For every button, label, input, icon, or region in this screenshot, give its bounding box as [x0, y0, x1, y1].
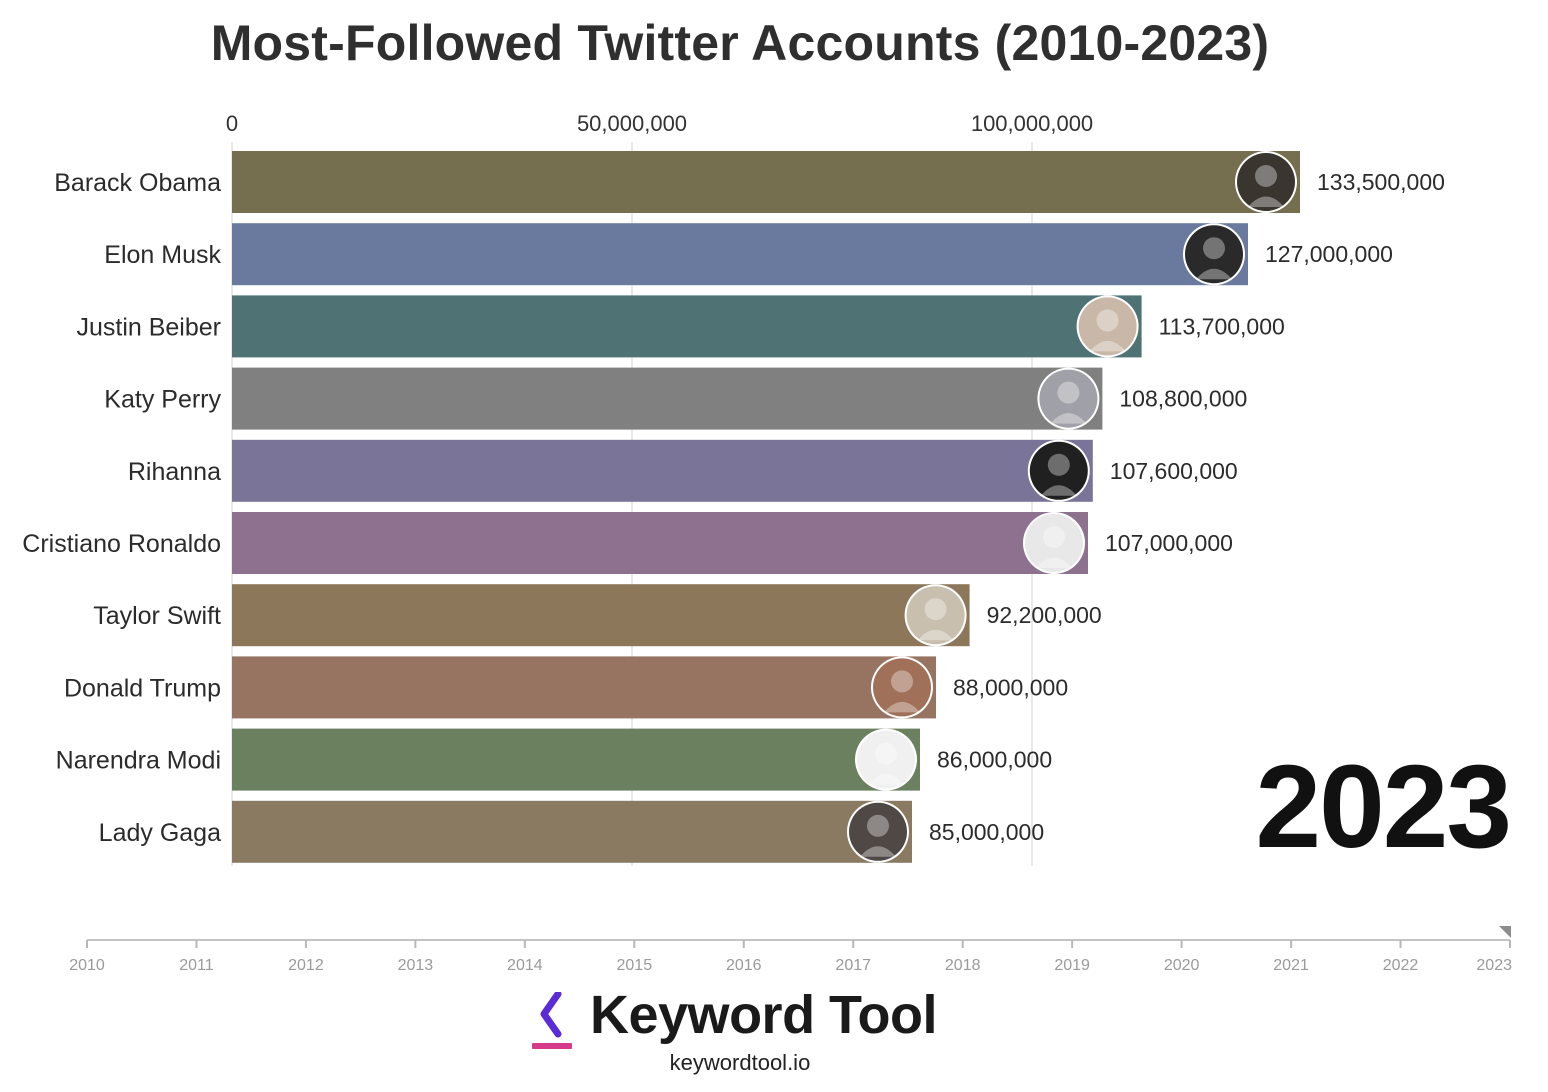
category-label: Donald Trump [64, 674, 221, 702]
bar-taylor-swift [232, 584, 970, 647]
timeline-year-label[interactable]: 2019 [1054, 957, 1090, 974]
bar-donald-trump [232, 656, 936, 719]
brand-name: Keyword Tool [590, 985, 938, 1045]
timeline-year-label[interactable]: 2022 [1383, 957, 1419, 974]
value-label: 113,700,000 [1159, 313, 1285, 339]
avatar-icon [1183, 223, 1245, 286]
category-label: Katy Perry [104, 386, 221, 414]
category-label: Lady Gaga [99, 819, 221, 847]
chart-title: Most-Followed Twitter Accounts (2010-202… [210, 15, 1270, 71]
keyword-tool-logo-icon [532, 992, 572, 1049]
category-label: Barack Obama [54, 169, 221, 197]
timeline-handle[interactable] [1499, 926, 1511, 938]
bar-rihanna [232, 439, 1093, 502]
value-label: 107,000,000 [1105, 530, 1233, 556]
value-label: 88,000,000 [953, 674, 1068, 700]
timeline-year-label[interactable]: 2013 [398, 957, 434, 974]
value-label: 107,600,000 [1110, 458, 1238, 484]
category-label: Narendra Modi [56, 747, 221, 775]
category-label: Elon Musk [104, 241, 221, 269]
avatar-icon [1037, 367, 1100, 430]
avatar-icon [1023, 512, 1085, 574]
timeline-year-label[interactable]: 2010 [69, 957, 105, 974]
x-tick-label: 0 [226, 111, 238, 136]
timeline-year-label[interactable]: 2023 [1476, 957, 1512, 974]
labels: Barack Obama 133,500,000 Elon Musk 127,000,… [22, 169, 1445, 847]
brand-logo: Keyword Tool [530, 984, 960, 1054]
timeline-year-label[interactable]: 2014 [507, 957, 543, 974]
avatar-icon [1235, 151, 1297, 213]
x-tick-label: 50,000,000 [577, 111, 687, 136]
timeline-year-label[interactable]: 2021 [1273, 957, 1309, 974]
avatar-icon [904, 584, 967, 647]
value-label: 86,000,000 [937, 747, 1052, 773]
category-label: Taylor Swift [93, 602, 221, 630]
timeline-year-label[interactable]: 2016 [726, 957, 762, 974]
bar-katy-perry [232, 367, 1103, 430]
x-tick-label: 100,000,000 [971, 111, 1093, 136]
avatar-icon [871, 656, 933, 719]
avatar-icon [855, 728, 917, 791]
timeline-year-label[interactable]: 2020 [1164, 957, 1200, 974]
avatar-icon [1076, 295, 1139, 358]
category-label: Rihanna [128, 458, 221, 486]
value-label: 133,500,000 [1317, 169, 1445, 195]
bars [232, 151, 1300, 863]
category-label: Cristiano Ronaldo [22, 530, 221, 558]
value-label: 85,000,000 [929, 819, 1044, 845]
bar-barack-obama [232, 151, 1300, 213]
value-label: 127,000,000 [1265, 241, 1393, 267]
timeline-year-label[interactable]: 2017 [835, 957, 871, 974]
avatar-icon [1027, 439, 1090, 502]
category-label: Justin Beiber [76, 313, 221, 341]
bar-cristiano-ronaldo [232, 512, 1088, 574]
bar-lady-gaga [232, 800, 912, 863]
brand-url[interactable]: keywordtool.io [669, 1050, 811, 1075]
timeline-year-label[interactable]: 2018 [945, 957, 981, 974]
timeline-year-label[interactable]: 2012 [288, 957, 324, 974]
bar-elon-musk [232, 223, 1248, 286]
bar-justin-beiber [232, 295, 1142, 358]
bar-chart: 0 50,000,000 100,000,000 Barack Obama 133,5… [22, 111, 1445, 866]
current-year-display: 2023 [1255, 741, 1512, 873]
avatar-icon [847, 800, 909, 863]
value-label: 92,200,000 [987, 602, 1102, 628]
value-label: 108,800,000 [1119, 386, 1247, 412]
timeline-year-label[interactable]: 2011 [179, 957, 214, 974]
timeline-year-label[interactable]: 2015 [617, 957, 653, 974]
year-timeline[interactable]: 2010 2011 2012 2013 2014 2015 2016 2017 2018 2019… [0, 0, 1548, 990]
x-axis: 0 50,000,000 100,000,000 [226, 111, 1093, 136]
bar-narendra-modi [232, 728, 920, 791]
